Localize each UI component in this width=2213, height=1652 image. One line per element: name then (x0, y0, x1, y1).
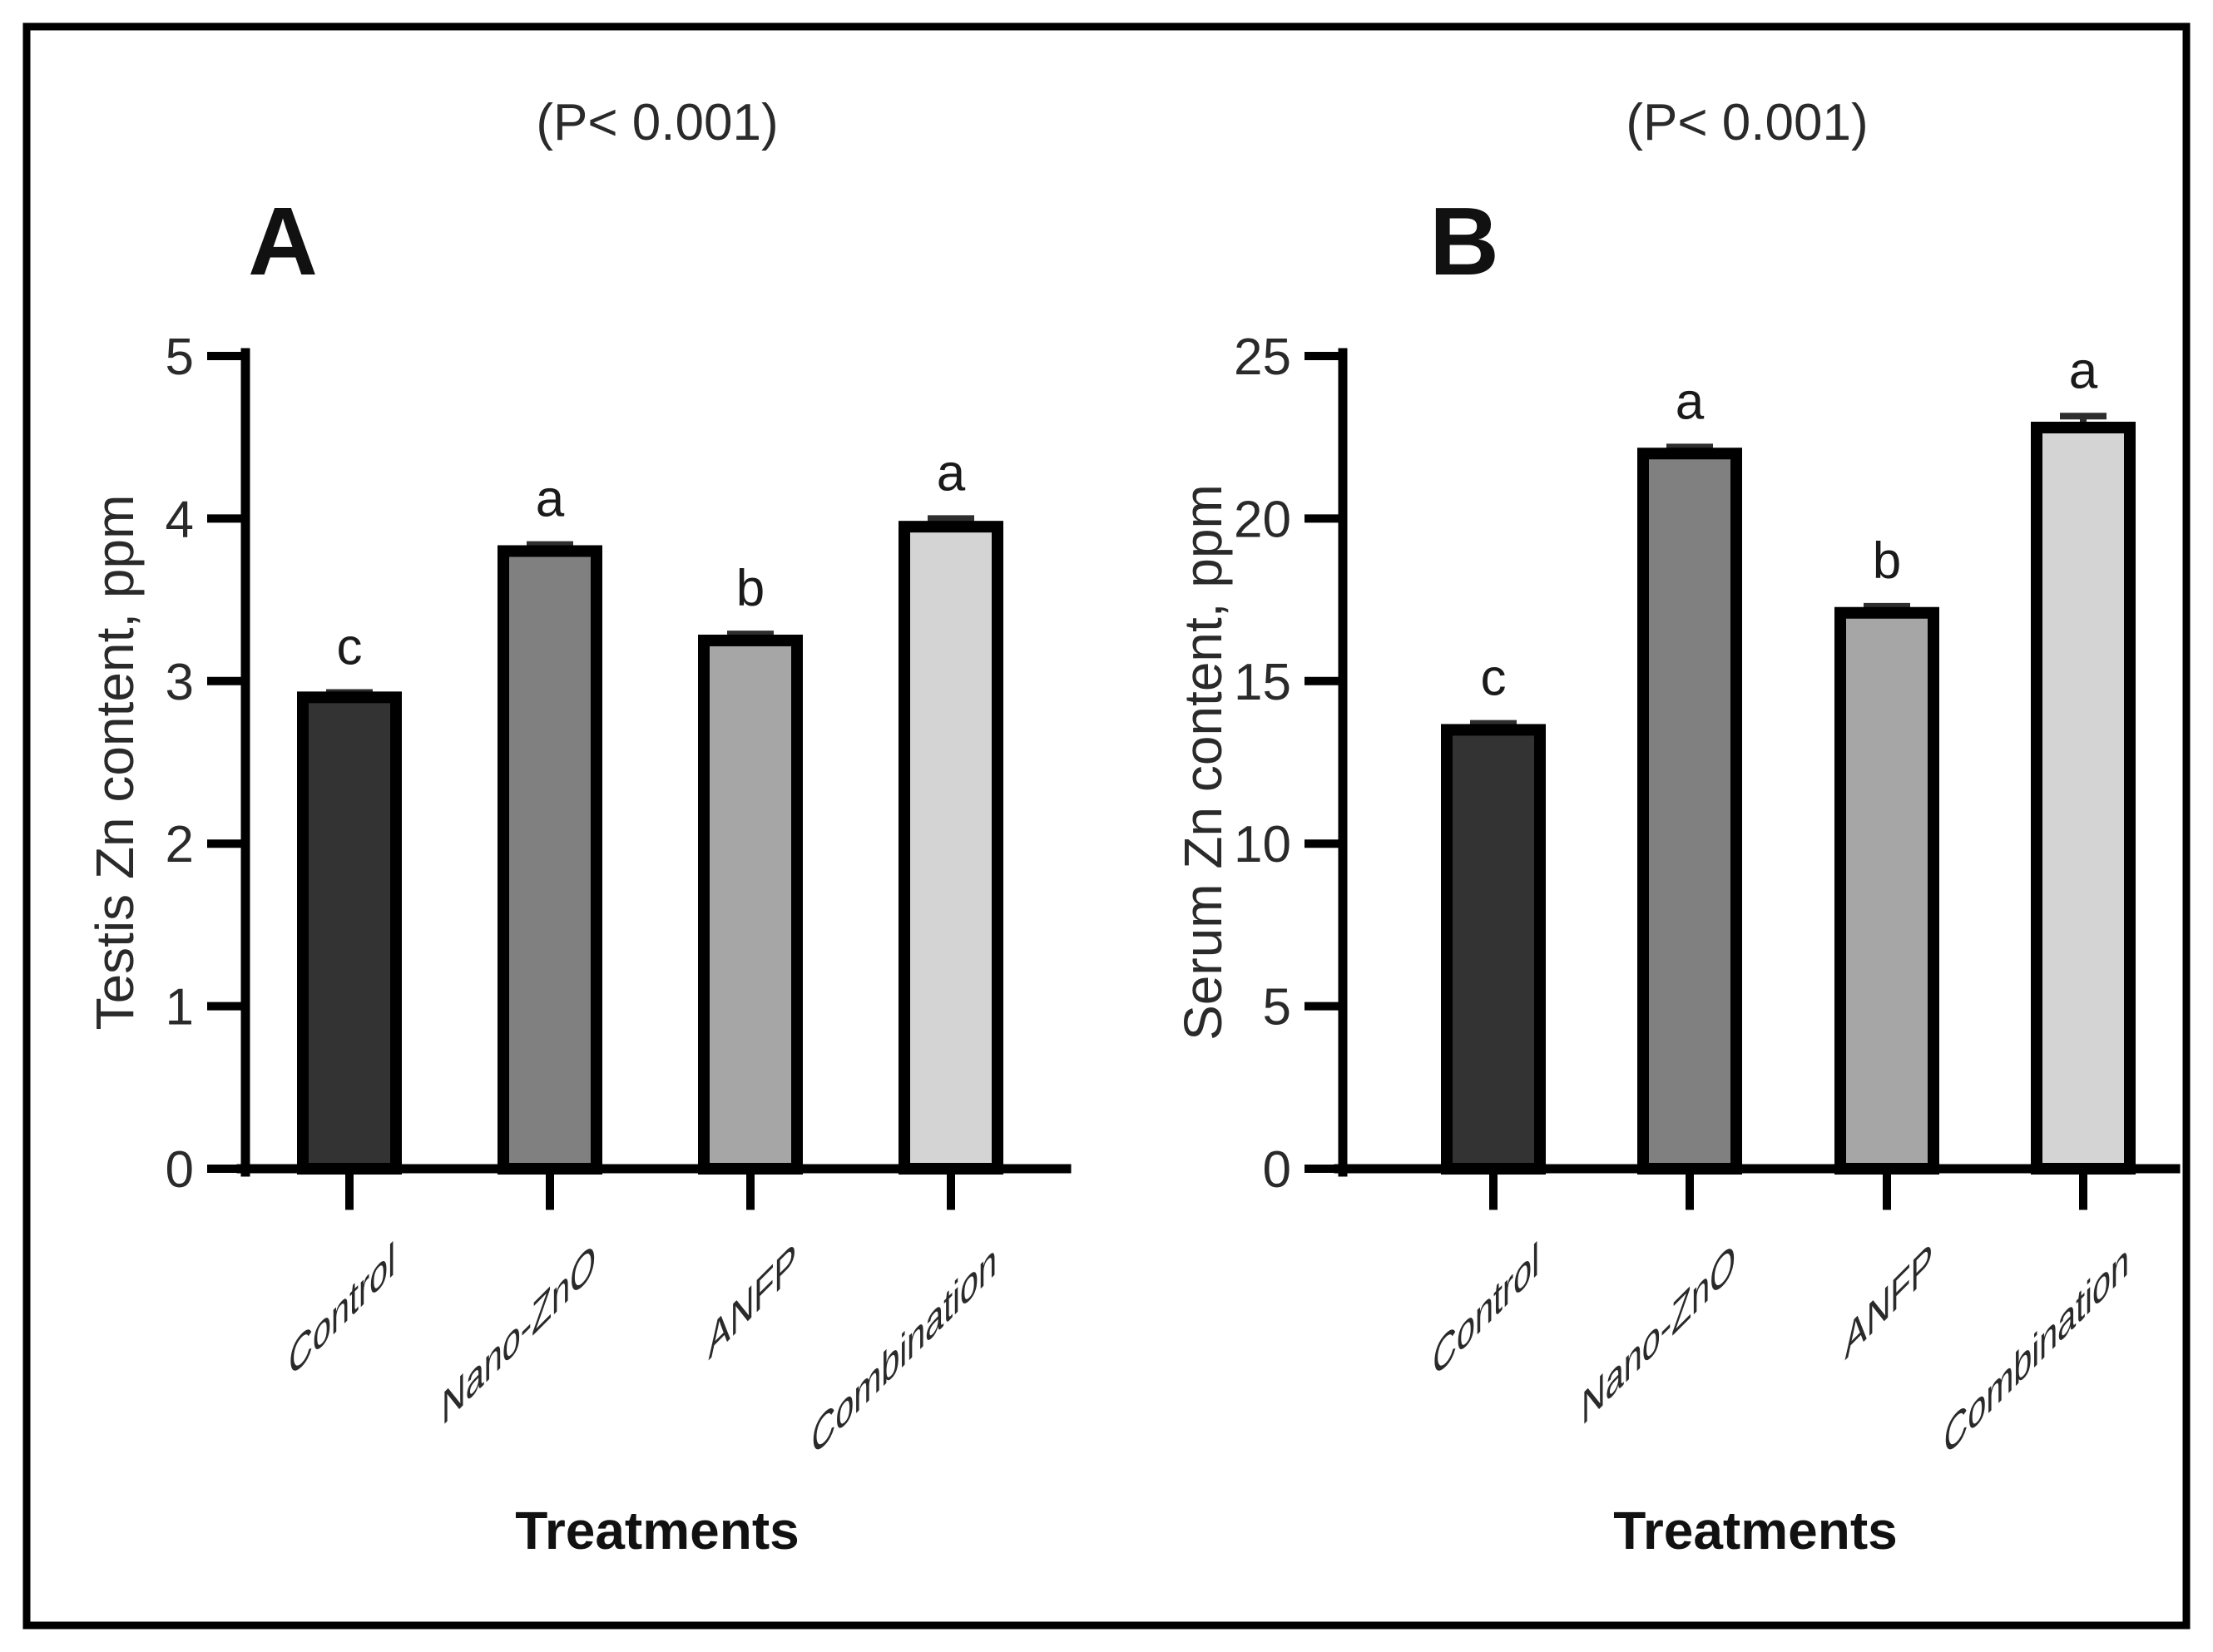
panel-title: (P< 0.001) (536, 94, 778, 151)
x-tick-label: Nano-ZnO (442, 1230, 596, 1437)
y-tick-label: 0 (1263, 1141, 1291, 1199)
bar-control (297, 691, 402, 1175)
panel-letter: B (1429, 187, 1499, 295)
figure-border (22, 22, 2191, 1630)
sig-letter: a (536, 471, 565, 528)
bar-combination (2031, 421, 2136, 1175)
x-tick-label: ANFP (1844, 1230, 1933, 1371)
y-tick-label: 0 (166, 1141, 194, 1199)
x-tick-label: Combination (1944, 1230, 2129, 1467)
x-tick-label: Control (1433, 1230, 1539, 1389)
y-axis-title: Testis Zn content, ppm (85, 495, 145, 1031)
y-tick-label: 5 (1263, 979, 1291, 1036)
y-tick-label: 2 (166, 816, 194, 873)
bar-combination (899, 521, 1003, 1175)
x-tick-label: Combination (812, 1230, 997, 1467)
bar-nano-zno (498, 545, 602, 1175)
panel-letter: A (248, 187, 318, 295)
sig-letter: b (1873, 532, 1901, 590)
panel-b: (P< 0.001) B 0 5 10 15 20 25 c Control a Nano-ZnO b A… (1173, 94, 2181, 1560)
bar-control (1441, 724, 1546, 1175)
panel-a: (P< 0.001) A 0 1 2 3 4 5 c Control a Nano-ZnO b ANFP a… (85, 94, 1072, 1560)
x-tick-label: Nano-ZnO (1582, 1230, 1735, 1437)
sig-letter: a (2069, 342, 2098, 399)
sig-letter: a (1676, 373, 1705, 430)
bar-anfp (1834, 606, 1939, 1175)
y-tick-label: 15 (1234, 654, 1291, 711)
sig-letter: c (337, 618, 363, 675)
x-axis-title: Treatments (515, 1501, 799, 1560)
bar-nano-zno (1637, 448, 1742, 1175)
x-tick-label: ANFP (708, 1230, 796, 1371)
y-tick-label: 1 (166, 979, 194, 1036)
y-tick-label: 3 (166, 654, 194, 711)
y-tick-label: 25 (1234, 329, 1291, 386)
sig-letter: c (1481, 650, 1507, 707)
panel-title: (P< 0.001) (1626, 94, 1868, 151)
bar-anfp (698, 634, 803, 1175)
x-axis-title: Treatments (1613, 1501, 1897, 1560)
y-axis-title: Serum Zn content, ppm (1173, 484, 1233, 1041)
y-tick-label: 5 (166, 329, 194, 386)
x-tick-label: Control (289, 1230, 395, 1389)
y-tick-label: 4 (166, 491, 194, 548)
sig-letter: a (937, 444, 966, 502)
y-tick-label: 10 (1234, 816, 1291, 873)
y-tick-label: 20 (1234, 491, 1291, 548)
sig-letter: b (736, 560, 765, 617)
